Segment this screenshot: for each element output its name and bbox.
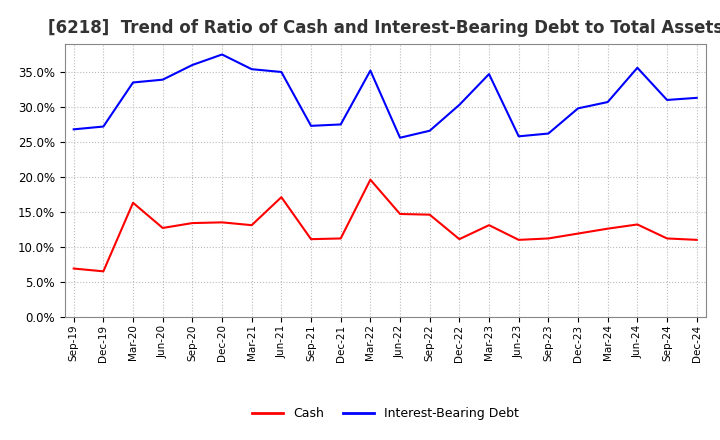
Cash: [693, 237, 701, 242]
Interest-Bearing Debt: [455, 102, 464, 107]
Cash: [396, 211, 405, 216]
Cash: [633, 222, 642, 227]
Line: Cash: Cash: [73, 180, 697, 271]
Cash: [307, 237, 315, 242]
Interest-Bearing Debt: [217, 52, 226, 57]
Interest-Bearing Debt: [485, 71, 493, 77]
Interest-Bearing Debt: [99, 124, 108, 129]
Cash: [158, 225, 167, 231]
Interest-Bearing Debt: [69, 127, 78, 132]
Cash: [69, 266, 78, 271]
Interest-Bearing Debt: [662, 97, 671, 103]
Cash: [544, 236, 553, 241]
Cash: [336, 236, 345, 241]
Title: [6218]  Trend of Ratio of Cash and Interest-Bearing Debt to Total Assets: [6218] Trend of Ratio of Cash and Intere…: [48, 19, 720, 37]
Cash: [574, 231, 582, 236]
Interest-Bearing Debt: [603, 99, 612, 105]
Cash: [603, 226, 612, 231]
Interest-Bearing Debt: [129, 80, 138, 85]
Cash: [248, 223, 256, 228]
Interest-Bearing Debt: [544, 131, 553, 136]
Cash: [188, 220, 197, 226]
Interest-Bearing Debt: [574, 106, 582, 111]
Interest-Bearing Debt: [307, 123, 315, 128]
Interest-Bearing Debt: [158, 77, 167, 82]
Cash: [129, 200, 138, 205]
Cash: [426, 212, 434, 217]
Interest-Bearing Debt: [248, 66, 256, 72]
Interest-Bearing Debt: [366, 68, 374, 73]
Cash: [514, 237, 523, 242]
Line: Interest-Bearing Debt: Interest-Bearing Debt: [73, 55, 697, 138]
Interest-Bearing Debt: [188, 62, 197, 68]
Interest-Bearing Debt: [396, 135, 405, 140]
Cash: [455, 237, 464, 242]
Interest-Bearing Debt: [336, 122, 345, 127]
Interest-Bearing Debt: [426, 128, 434, 133]
Cash: [662, 236, 671, 241]
Cash: [485, 223, 493, 228]
Interest-Bearing Debt: [277, 70, 286, 75]
Interest-Bearing Debt: [693, 95, 701, 100]
Legend: Cash, Interest-Bearing Debt: Cash, Interest-Bearing Debt: [247, 402, 523, 425]
Interest-Bearing Debt: [633, 65, 642, 70]
Cash: [99, 269, 108, 274]
Cash: [277, 194, 286, 200]
Interest-Bearing Debt: [514, 134, 523, 139]
Cash: [366, 177, 374, 182]
Cash: [217, 220, 226, 225]
